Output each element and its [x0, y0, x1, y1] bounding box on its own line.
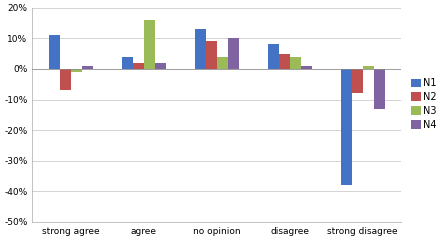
Bar: [144, 20, 155, 69]
Bar: [206, 41, 217, 69]
Bar: [122, 57, 133, 69]
Bar: [60, 69, 71, 90]
Bar: [49, 35, 60, 69]
Bar: [155, 63, 166, 69]
Bar: [217, 57, 228, 69]
Bar: [71, 69, 82, 72]
Bar: [373, 69, 385, 109]
Bar: [268, 44, 279, 69]
Bar: [279, 54, 290, 69]
Bar: [133, 63, 144, 69]
Legend: N1, N2, N3, N4: N1, N2, N3, N4: [410, 77, 438, 131]
Bar: [82, 66, 93, 69]
Bar: [290, 57, 301, 69]
Bar: [301, 66, 312, 69]
Bar: [352, 69, 363, 93]
Bar: [228, 38, 239, 69]
Bar: [341, 69, 352, 185]
Bar: [195, 29, 206, 69]
Bar: [363, 66, 373, 69]
